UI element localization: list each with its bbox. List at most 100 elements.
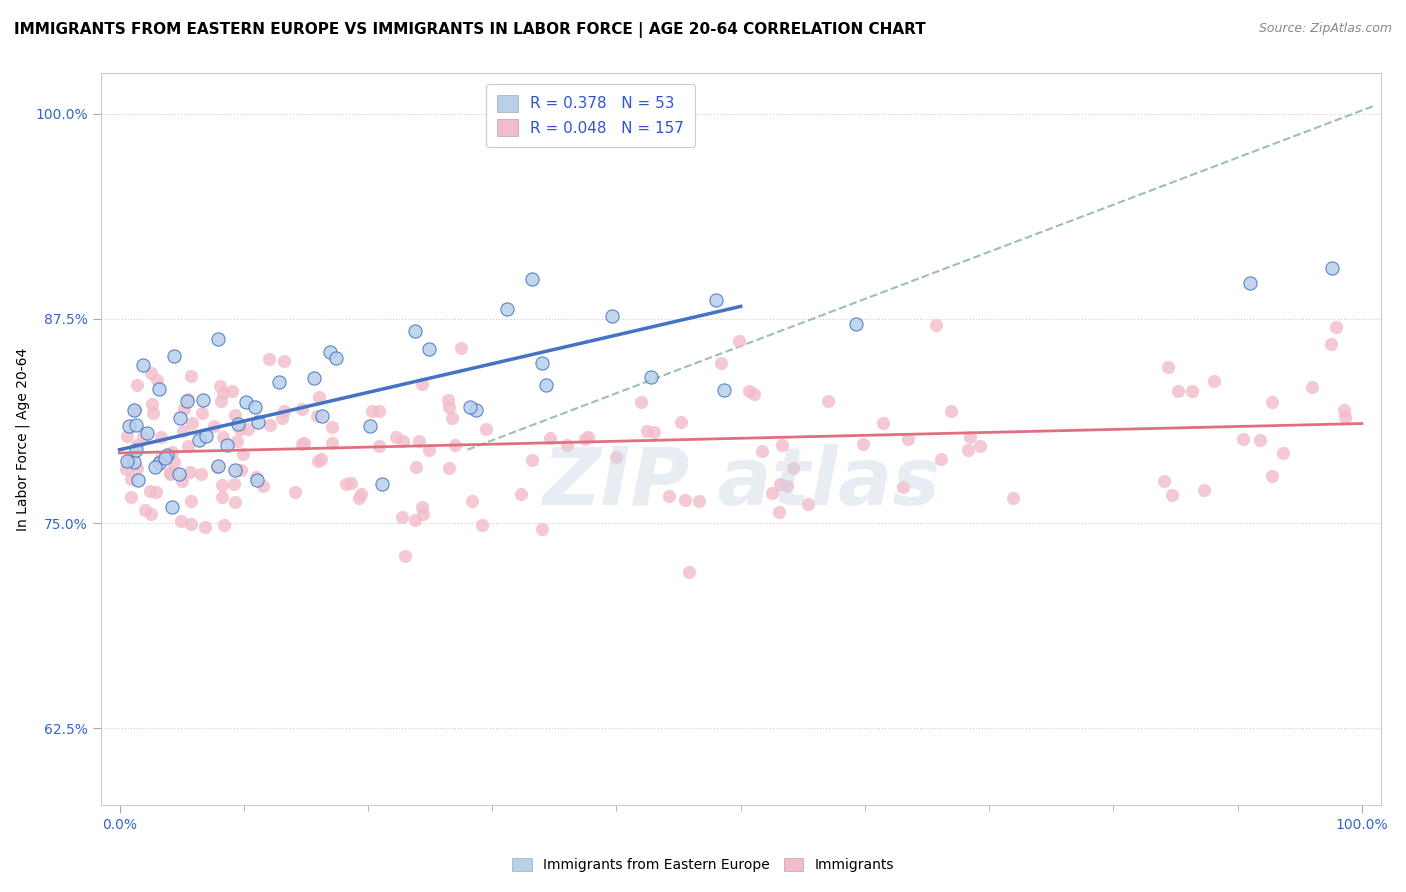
Point xyxy=(461,493,484,508)
Point xyxy=(1261,395,1284,409)
Point xyxy=(576,430,599,444)
Point xyxy=(229,422,252,436)
Point xyxy=(142,406,165,420)
Point xyxy=(408,434,430,449)
Point xyxy=(643,425,665,440)
Point xyxy=(162,500,184,514)
Point xyxy=(311,409,333,424)
Point xyxy=(270,411,292,425)
Point xyxy=(340,475,363,490)
Point xyxy=(605,450,627,464)
Point xyxy=(167,467,190,482)
Point xyxy=(155,450,177,465)
Point xyxy=(125,378,148,392)
Point xyxy=(135,425,157,440)
Point xyxy=(273,404,295,418)
Point xyxy=(1320,261,1343,276)
Point xyxy=(368,439,391,453)
Point xyxy=(385,430,408,444)
Point xyxy=(120,490,142,504)
Point xyxy=(232,447,254,461)
Point xyxy=(969,439,991,453)
Point xyxy=(941,404,963,418)
Point xyxy=(368,404,391,418)
Point xyxy=(1161,487,1184,501)
Point xyxy=(115,429,138,443)
Point xyxy=(139,366,162,380)
Point xyxy=(520,272,543,286)
Point xyxy=(361,404,384,418)
Point xyxy=(1333,403,1355,417)
Point xyxy=(222,476,245,491)
Point xyxy=(127,438,149,452)
Point xyxy=(207,332,229,346)
Point xyxy=(770,438,793,452)
Point xyxy=(1002,491,1025,506)
Point xyxy=(1319,337,1341,351)
Point xyxy=(440,410,463,425)
Point xyxy=(744,386,766,401)
Point xyxy=(738,384,761,399)
Text: Source: ZipAtlas.com: Source: ZipAtlas.com xyxy=(1258,22,1392,36)
Point xyxy=(176,439,198,453)
Point xyxy=(245,400,267,414)
Point xyxy=(520,453,543,467)
Point xyxy=(797,497,820,511)
Point xyxy=(124,403,146,417)
Point xyxy=(211,477,233,491)
Point xyxy=(169,411,191,425)
Point xyxy=(304,371,326,385)
Point xyxy=(391,510,413,524)
Point xyxy=(776,479,799,493)
Point xyxy=(437,392,460,407)
Point xyxy=(163,455,186,469)
Point xyxy=(418,343,440,357)
Point xyxy=(226,417,249,431)
Point xyxy=(1204,374,1226,388)
Point xyxy=(891,480,914,494)
Point xyxy=(509,487,531,501)
Point xyxy=(1232,432,1254,446)
Point xyxy=(475,422,498,436)
Point xyxy=(180,368,202,383)
Point xyxy=(460,400,482,414)
Point xyxy=(678,566,700,580)
Point xyxy=(235,395,257,409)
Point xyxy=(495,301,517,316)
Point xyxy=(308,390,330,404)
Point xyxy=(321,419,343,434)
Point xyxy=(188,433,211,447)
Point xyxy=(404,513,426,527)
Point xyxy=(224,495,246,509)
Point xyxy=(125,417,148,432)
Point xyxy=(269,376,291,390)
Point xyxy=(1181,384,1204,399)
Point xyxy=(411,377,433,392)
Point xyxy=(190,467,212,482)
Point xyxy=(292,436,315,450)
Point xyxy=(156,448,179,462)
Point xyxy=(202,419,225,434)
Point xyxy=(209,379,232,393)
Point xyxy=(658,489,681,503)
Point xyxy=(872,416,894,430)
Point xyxy=(1153,474,1175,488)
Point xyxy=(125,460,148,475)
Point xyxy=(1192,483,1215,497)
Point xyxy=(180,517,202,532)
Point xyxy=(209,393,232,408)
Point xyxy=(259,351,281,366)
Point xyxy=(444,438,467,452)
Point xyxy=(180,494,202,508)
Point xyxy=(925,318,948,333)
Point xyxy=(405,460,427,475)
Point xyxy=(127,473,149,487)
Point xyxy=(118,452,141,467)
Point xyxy=(217,437,239,451)
Point xyxy=(134,502,156,516)
Point xyxy=(170,475,193,489)
Point xyxy=(224,408,246,422)
Point xyxy=(769,477,792,491)
Point xyxy=(1324,320,1347,334)
Point xyxy=(224,462,246,476)
